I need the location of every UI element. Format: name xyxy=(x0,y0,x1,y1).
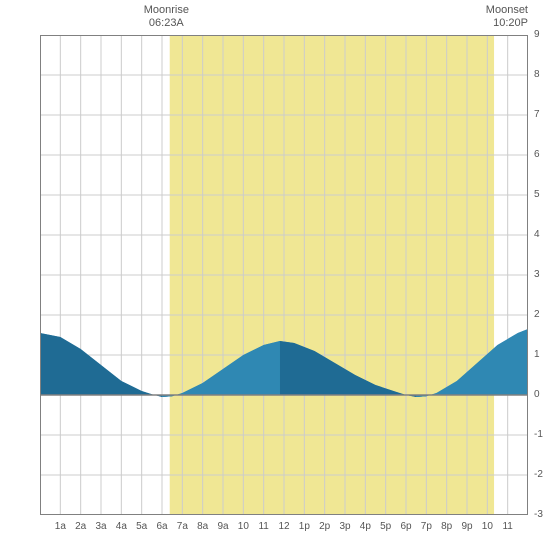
y-tick: 8 xyxy=(534,69,540,80)
x-tick: 10 xyxy=(479,521,495,532)
x-tick: 12 xyxy=(276,521,292,532)
x-tick: 1p xyxy=(296,521,312,532)
x-tick: 7p xyxy=(418,521,434,532)
x-tick: 3a xyxy=(93,521,109,532)
x-tick: 5p xyxy=(378,521,394,532)
moonrise-time: 06:23A xyxy=(144,17,189,30)
moonrise-header: Moonrise 06:23A xyxy=(144,4,189,30)
x-tick: 6a xyxy=(154,521,170,532)
y-tick: 9 xyxy=(534,29,540,40)
y-tick: -1 xyxy=(534,429,543,440)
x-tick: 10 xyxy=(235,521,251,532)
plot-area xyxy=(40,35,528,515)
x-tick: 11 xyxy=(256,521,272,532)
x-tick: 6p xyxy=(398,521,414,532)
x-tick: 9p xyxy=(459,521,475,532)
x-tick: 9a xyxy=(215,521,231,532)
y-tick: -2 xyxy=(534,469,543,480)
x-tick: 11 xyxy=(500,521,516,532)
y-tick: 5 xyxy=(534,189,540,200)
x-tick: 8p xyxy=(439,521,455,532)
moonset-label: Moonset xyxy=(486,4,528,17)
moonrise-label: Moonrise xyxy=(144,4,189,17)
x-tick: 4a xyxy=(113,521,129,532)
y-tick: 3 xyxy=(534,269,540,280)
y-tick: 4 xyxy=(534,229,540,240)
moonset-header: Moonset 10:20P xyxy=(486,4,528,30)
y-tick: 2 xyxy=(534,309,540,320)
y-tick: 6 xyxy=(534,149,540,160)
x-tick: 1a xyxy=(52,521,68,532)
tide-chart: Moonrise 06:23A Moonset 10:20P -3-2-1012… xyxy=(0,0,550,550)
x-tick: 2p xyxy=(317,521,333,532)
x-tick: 5a xyxy=(134,521,150,532)
moonset-time: 10:20P xyxy=(486,17,528,30)
y-tick: 1 xyxy=(534,349,540,360)
y-tick: 7 xyxy=(534,109,540,120)
x-tick: 2a xyxy=(73,521,89,532)
y-tick: -3 xyxy=(534,509,543,520)
x-tick: 3p xyxy=(337,521,353,532)
x-tick: 4p xyxy=(357,521,373,532)
y-tick: 0 xyxy=(534,389,540,400)
x-tick: 7a xyxy=(174,521,190,532)
x-tick: 8a xyxy=(195,521,211,532)
